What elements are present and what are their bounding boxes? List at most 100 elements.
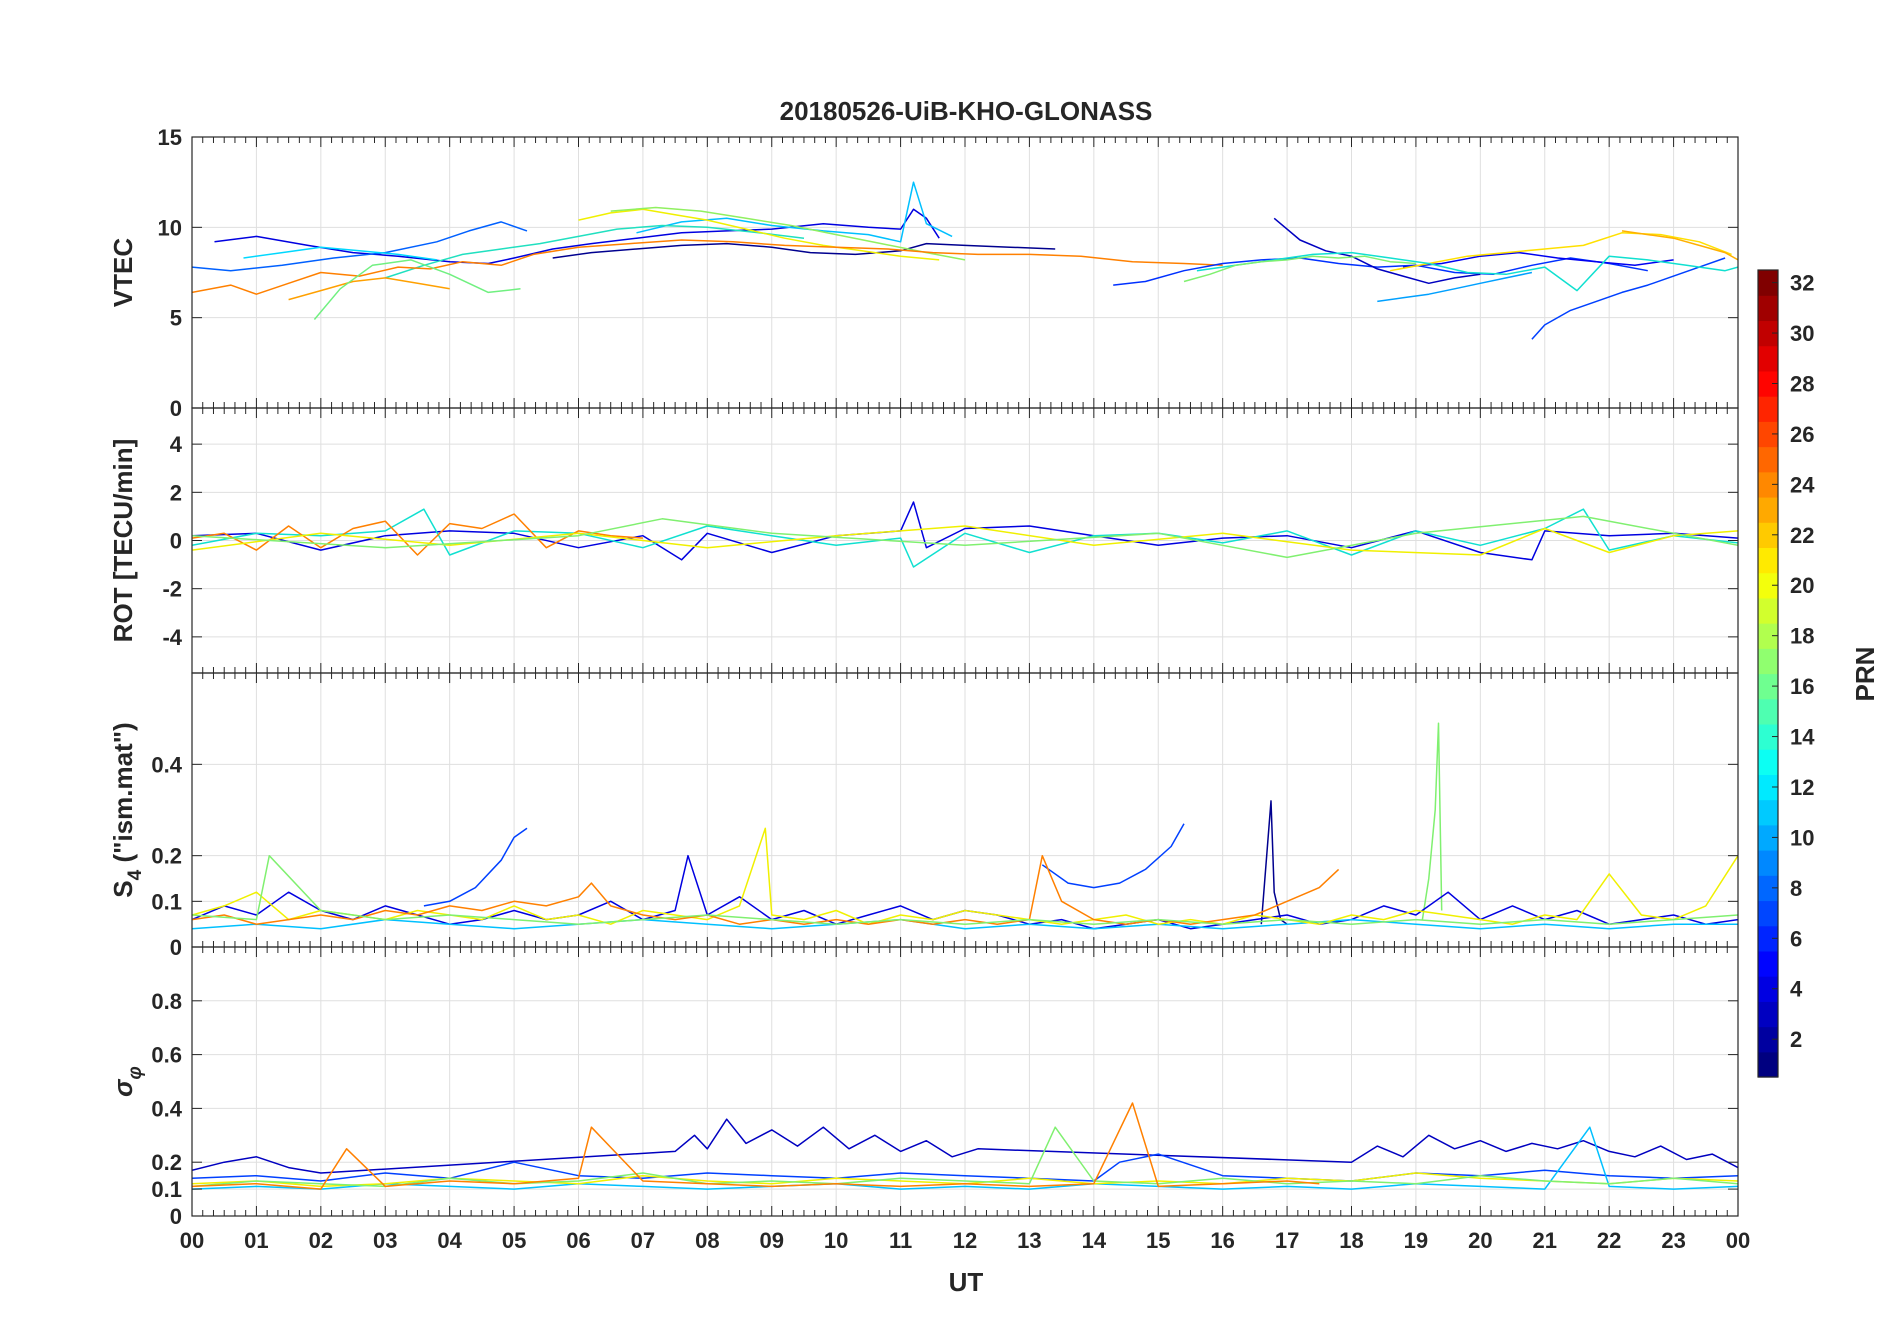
- colorbar-tick-label: 18: [1790, 624, 1814, 649]
- colorbar-tick-label: 4: [1790, 977, 1803, 1002]
- colorbar-tick-label: 14: [1790, 725, 1815, 750]
- x-tick-label: 00: [1726, 1228, 1750, 1253]
- y-axis-label-rot: ROT [TECU/min]: [108, 439, 138, 643]
- colorbar-tick-label: 26: [1790, 422, 1814, 447]
- y-tick-label: 10: [158, 215, 182, 240]
- colorbar-frame: [1757, 269, 1779, 1078]
- x-tick-label: 17: [1275, 1228, 1299, 1253]
- colorbar-segment: [1758, 320, 1778, 347]
- y-label-rest: ("ism.mat"): [108, 722, 138, 869]
- panel-sigma: 00.10.2 0.4 0.6 0.8 σφ: [108, 946, 1739, 1229]
- colorbar-segment: [1758, 925, 1778, 952]
- colorbar-tick-label: 10: [1790, 825, 1814, 850]
- series-prn-16: [1421, 722, 1443, 920]
- x-tick-label: 07: [631, 1228, 655, 1253]
- colorbar-segment: [1758, 723, 1778, 750]
- x-tick-label: 01: [244, 1228, 268, 1253]
- x-tick-label: 22: [1597, 1228, 1621, 1253]
- y-tick-label: 0: [170, 935, 182, 960]
- series-prn-4: [423, 827, 528, 907]
- series-prn-16: [192, 854, 1738, 925]
- series-group-s4: [192, 722, 1738, 930]
- series-prn-23: [192, 1102, 1320, 1190]
- colorbar-tick-label: 20: [1790, 573, 1814, 598]
- y-tick-label: 15: [158, 125, 182, 150]
- series-prn-16: [192, 515, 1738, 559]
- series-prn-1: [552, 242, 1056, 259]
- y-tick-label: 0: [170, 396, 182, 421]
- colorbar-segment: [1758, 345, 1778, 372]
- colorbar-segment: [1758, 370, 1778, 397]
- x-tick-label: 08: [695, 1228, 719, 1253]
- x-tick-label: 18: [1339, 1228, 1363, 1253]
- series-prn-16: [192, 1126, 1738, 1188]
- y-tick-label: 0.8: [151, 989, 182, 1014]
- colorbar-segment: [1758, 270, 1778, 296]
- series-prn-13: [192, 508, 1738, 568]
- x-tick-label: 03: [373, 1228, 397, 1253]
- series-prn-23: [192, 854, 1340, 925]
- colorbar-segment: [1758, 547, 1778, 574]
- colorbar-segment: [1758, 1051, 1778, 1078]
- y-tick-label: 0.6: [151, 1043, 182, 1068]
- x-axis-label: UT: [949, 1267, 984, 1297]
- series-group-vtec: [192, 181, 1738, 340]
- series-prn-3: [214, 208, 940, 265]
- colorbar-segment: [1758, 824, 1778, 851]
- colorbar-segment: [1758, 950, 1778, 977]
- colorbar-tick-label: 8: [1790, 876, 1802, 901]
- x-tick-label: 11: [889, 1228, 912, 1253]
- y-tick-label: 0.4: [151, 1096, 182, 1121]
- series-prn-5: [1113, 257, 1648, 286]
- y-tick-label: 0.1: [151, 889, 182, 914]
- x-tick-label: 09: [760, 1228, 784, 1253]
- series-prn-2: [192, 1118, 1738, 1174]
- colorbar-segment: [1758, 799, 1778, 826]
- colorbar-segment: [1758, 698, 1778, 725]
- colorbar-segment: [1758, 396, 1778, 422]
- y-tick-label: 2: [170, 480, 182, 505]
- colorbar-tick-label: 6: [1790, 926, 1802, 951]
- x-tick-label: 21: [1533, 1228, 1557, 1253]
- colorbar-tick-label: 2: [1790, 1027, 1802, 1052]
- x-tick-label: 05: [502, 1228, 526, 1253]
- colorbar-tick-label: 30: [1790, 321, 1814, 346]
- series-prn-3: [192, 501, 1738, 561]
- colorbar-segment: [1758, 597, 1778, 624]
- colorbar-segment: [1758, 295, 1778, 322]
- y-label-subscript: 4: [125, 869, 146, 880]
- series-prn-11: [243, 246, 437, 261]
- series-prn-12: [192, 918, 1738, 930]
- colorbar-tick-label: 32: [1790, 271, 1814, 296]
- colorbar-tick-label: 28: [1790, 371, 1814, 396]
- x-tick-label: 02: [309, 1228, 333, 1253]
- colorbar-tick-label: 24: [1790, 472, 1815, 497]
- y-axis-label-sigma: σφ: [108, 1066, 146, 1097]
- colorbar-segment: [1758, 673, 1778, 700]
- series-group-rot: [192, 501, 1738, 568]
- series-prn-2: [1273, 217, 1481, 285]
- y-tick-label: 5: [170, 306, 182, 331]
- colorbar-segment: [1758, 850, 1778, 876]
- series-prn-4: [1402, 251, 1674, 268]
- x-tick-label: 10: [824, 1228, 848, 1253]
- y-axis-label-s4: S4 ("ism.mat"): [108, 722, 146, 897]
- series-prn-7: [1531, 257, 1726, 340]
- colorbar-tick-label: 12: [1790, 775, 1814, 800]
- series-group-sigma: [192, 1102, 1738, 1190]
- colorbar-label: PRN: [1850, 647, 1880, 702]
- x-tick-label: 19: [1404, 1228, 1428, 1253]
- y-tick-label: 0.1: [151, 1177, 182, 1202]
- y-label-main: σ: [108, 1078, 138, 1097]
- x-tick-label: 06: [566, 1228, 590, 1253]
- colorbar-segment: [1758, 1001, 1778, 1028]
- x-tick-label: 00: [180, 1228, 204, 1253]
- colorbar-segment: [1758, 900, 1778, 927]
- series-prn-20: [578, 208, 940, 261]
- y-tick-label: -2: [162, 577, 182, 602]
- y-tick-label: 0: [170, 529, 182, 554]
- colorbar-segment: [1758, 749, 1778, 775]
- series-prn-5: [1041, 823, 1185, 889]
- colorbar-segment: [1758, 976, 1778, 1002]
